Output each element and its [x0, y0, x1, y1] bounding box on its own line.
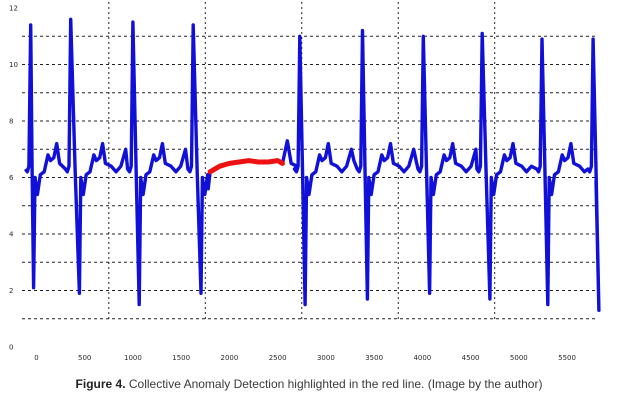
ecg-chart: 0 2 4 6 8 10 12 0 500 1000 1500 2000 2500 3000 3500 400… [9, 2, 601, 363]
axis-ticks: 0 2 4 6 8 10 12 0 500 1000 1500 2000 2500 3000 3500 400… [9, 5, 576, 363]
x-tick-label: 2000 [220, 354, 238, 362]
x-tick-label: 5500 [558, 354, 576, 362]
y-tick-label: 2 [9, 287, 13, 295]
y-tick-label: 8 [9, 118, 13, 126]
figure-caption: Figure 4. Collective Anomaly Detection h… [0, 377, 618, 391]
x-tick-label: 1500 [172, 354, 190, 362]
x-tick-label: 4000 [413, 354, 431, 362]
x-tick-label: 2500 [269, 354, 287, 362]
y-tick-label: 10 [9, 61, 18, 69]
x-tick-label: 3000 [317, 354, 335, 362]
caption-text: Collective Anomaly Detection highlighted… [125, 377, 543, 391]
y-tick-label: 4 [9, 231, 14, 239]
x-tick-label: 3500 [365, 354, 383, 362]
y-tick-label: 6 [9, 174, 14, 182]
x-tick-label: 500 [78, 354, 91, 362]
x-tick-label: 4500 [462, 354, 480, 362]
series-line-anomaly [207, 158, 285, 175]
y-tick-label: 0 [9, 344, 13, 352]
x-tick-label: 5000 [510, 354, 528, 362]
grid-lines [22, 2, 596, 322]
x-tick-label: 1000 [124, 354, 142, 362]
series-line-normal-2 [280, 28, 601, 312]
series-lines [23, 17, 601, 312]
series-line-normal-1 [23, 17, 212, 307]
caption-lead: Figure 4. [75, 377, 126, 391]
y-tick-label: 12 [9, 5, 18, 13]
x-tick-label: 0 [34, 354, 38, 362]
